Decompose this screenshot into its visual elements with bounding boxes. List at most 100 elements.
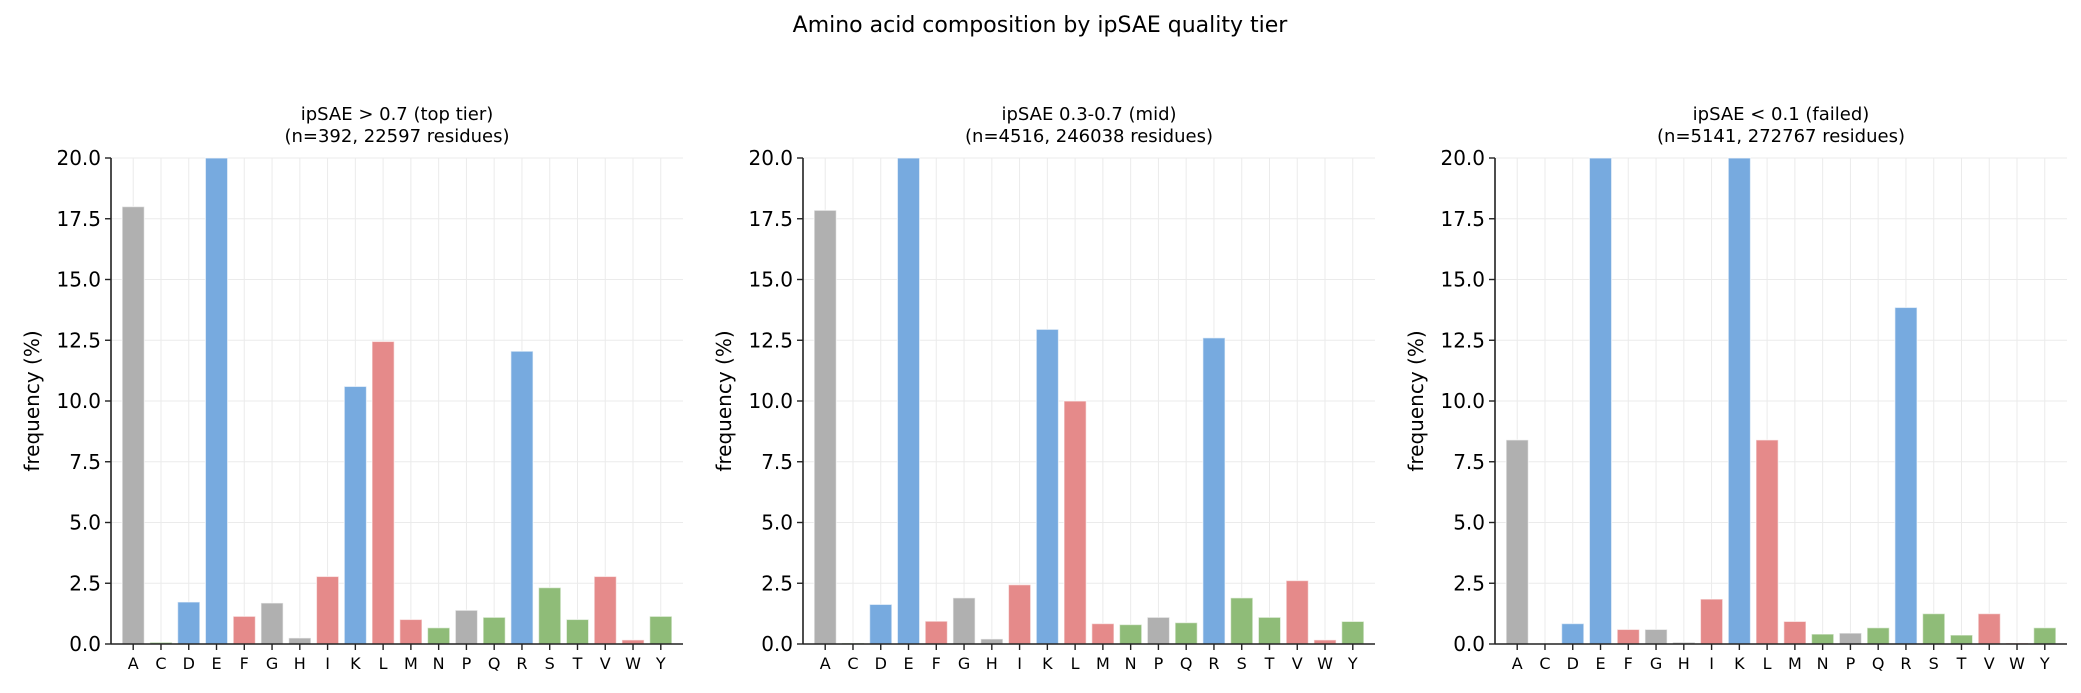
bar-N bbox=[426, 627, 451, 645]
subplot-title-line: (n=5141, 272767 residues) bbox=[1657, 126, 1905, 147]
y-tick-label: 17.5 bbox=[1440, 207, 1485, 231]
bar-K bbox=[1035, 328, 1060, 645]
bar-E bbox=[896, 157, 921, 645]
y-tick-label: 12.5 bbox=[56, 328, 101, 352]
x-tick-label: S bbox=[545, 654, 555, 673]
bar-D bbox=[177, 601, 201, 645]
x-tick-label: R bbox=[1208, 654, 1219, 673]
bar-V bbox=[1285, 579, 1309, 645]
y-tick-label: 10.0 bbox=[1440, 389, 1485, 413]
subplot-1: 0.0 2.5 5.0 7.5 10.0 12.5 15.0 17.5 20.0 A C D E F G H I… bbox=[20, 104, 683, 673]
bar-K bbox=[343, 385, 368, 645]
subplot-2: 0.0 2.5 5.0 7.5 10.0 12.5 15.0 17.5 20.0 A C D E F G H I… bbox=[712, 104, 1375, 673]
x-tick-label: Q bbox=[1872, 654, 1885, 673]
x-tick-label: Q bbox=[1180, 654, 1193, 673]
x-tick-label: N bbox=[1125, 654, 1137, 673]
y-axis-label: frequency (%) bbox=[1404, 330, 1428, 471]
bar-D bbox=[869, 603, 893, 645]
x-tick-label: Y bbox=[1347, 654, 1358, 673]
bar-F bbox=[1616, 628, 1640, 645]
bar-M bbox=[399, 618, 423, 645]
x-tick-label: D bbox=[1567, 654, 1579, 673]
x-tick-label: W bbox=[1317, 654, 1333, 673]
x-tick-label: K bbox=[1734, 654, 1745, 673]
bar-T bbox=[1257, 616, 1282, 645]
x-tick-label: S bbox=[1237, 654, 1247, 673]
bar-L bbox=[1063, 400, 1087, 645]
subplot-title-line: (n=4516, 246038 residues) bbox=[965, 126, 1213, 147]
y-tick-label: 0.0 bbox=[69, 632, 101, 656]
bar-I bbox=[315, 575, 340, 645]
x-tick-label: M bbox=[1096, 654, 1110, 673]
y-tick-label: 15.0 bbox=[1440, 268, 1485, 292]
y-tick-label: 20.0 bbox=[56, 146, 101, 170]
bar-S bbox=[1230, 597, 1254, 645]
y-tick-label: 15.0 bbox=[748, 268, 793, 292]
bar-P bbox=[454, 609, 479, 645]
y-tick-label: 17.5 bbox=[56, 207, 101, 231]
bar-A bbox=[813, 209, 837, 645]
y-tick-label: 20.0 bbox=[748, 146, 793, 170]
x-tick-label: G bbox=[1650, 654, 1662, 673]
bar-E bbox=[1588, 157, 1613, 645]
y-tick-label: 7.5 bbox=[761, 450, 793, 474]
bar-K bbox=[1727, 157, 1752, 645]
bar-Q bbox=[1866, 627, 1890, 645]
bar-I bbox=[1699, 598, 1724, 645]
y-tick-label: 7.5 bbox=[1453, 450, 1485, 474]
bar-I bbox=[1007, 584, 1032, 645]
bar-G bbox=[952, 597, 976, 645]
y-tick-label: 12.5 bbox=[748, 328, 793, 352]
x-tick-label: V bbox=[600, 654, 611, 673]
bar-P bbox=[1146, 616, 1171, 645]
y-tick-label: 5.0 bbox=[761, 511, 793, 535]
x-tick-label: A bbox=[820, 654, 831, 673]
bar-S bbox=[538, 587, 562, 645]
x-tick-label: V bbox=[1984, 654, 1995, 673]
x-tick-label: P bbox=[1154, 654, 1164, 673]
x-tick-label: T bbox=[572, 654, 583, 673]
x-tick-label: P bbox=[462, 654, 472, 673]
y-tick-label: 2.5 bbox=[1453, 571, 1485, 595]
figure-suptitle: Amino acid composition by ipSAE quality … bbox=[793, 13, 1289, 38]
bar-A bbox=[1505, 439, 1529, 645]
y-tick-label: 12.5 bbox=[1440, 328, 1485, 352]
x-tick-label: T bbox=[1264, 654, 1275, 673]
subplot-3: 0.0 2.5 5.0 7.5 10.0 12.5 15.0 17.5 20.0 A C D E F G H I… bbox=[1404, 104, 2067, 673]
bar-N bbox=[1810, 633, 1835, 645]
bar-L bbox=[371, 340, 395, 645]
x-tick-label: V bbox=[1292, 654, 1303, 673]
bar-P bbox=[1838, 632, 1863, 645]
x-tick-label: A bbox=[128, 654, 139, 673]
x-tick-label: L bbox=[1071, 654, 1080, 673]
bar-Y bbox=[2033, 627, 2057, 645]
y-tick-label: 0.0 bbox=[1453, 632, 1485, 656]
bar-Y bbox=[649, 615, 673, 645]
bar-F bbox=[232, 615, 256, 645]
y-tick-label: 10.0 bbox=[56, 389, 101, 413]
x-tick-label: S bbox=[1929, 654, 1939, 673]
y-tick-label: 15.0 bbox=[56, 268, 101, 292]
bar-Q bbox=[1174, 622, 1198, 645]
bar-S bbox=[1922, 613, 1946, 645]
x-tick-label: P bbox=[1846, 654, 1856, 673]
y-tick-label: 0.0 bbox=[761, 632, 793, 656]
x-tick-label: C bbox=[847, 654, 858, 673]
x-tick-label: Y bbox=[655, 654, 666, 673]
bar-G bbox=[1644, 628, 1668, 645]
x-tick-label: K bbox=[350, 654, 361, 673]
x-tick-label: G bbox=[958, 654, 970, 673]
y-tick-label: 20.0 bbox=[1440, 146, 1485, 170]
x-tick-label: R bbox=[516, 654, 527, 673]
y-tick-label: 5.0 bbox=[69, 511, 101, 535]
x-tick-label: N bbox=[1817, 654, 1829, 673]
x-tick-label: N bbox=[433, 654, 445, 673]
x-tick-label: C bbox=[155, 654, 166, 673]
bar-H bbox=[288, 637, 312, 645]
bar-F bbox=[924, 620, 948, 645]
x-tick-label: I bbox=[1709, 654, 1714, 673]
x-tick-label: I bbox=[325, 654, 330, 673]
x-tick-label: H bbox=[986, 654, 998, 673]
subplot-title-line: ipSAE 0.3-0.7 (mid) bbox=[1001, 104, 1176, 125]
